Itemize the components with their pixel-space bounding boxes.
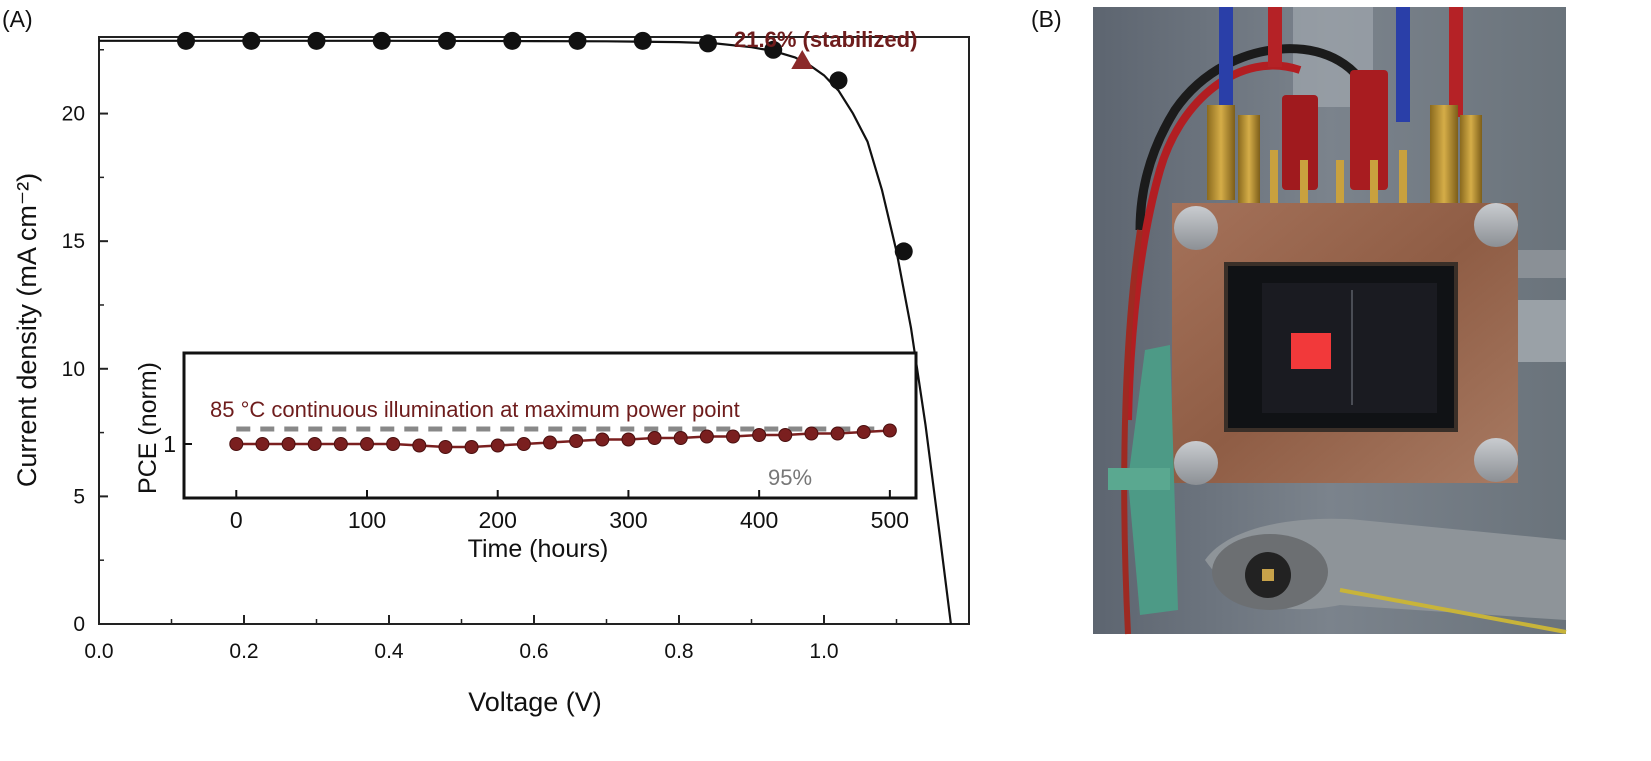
inset-x-tick-label: 100 bbox=[348, 507, 386, 533]
stabilized-annotation: 21.6% (stabilized) bbox=[734, 27, 917, 52]
inset-x-tick-label: 400 bbox=[740, 507, 778, 533]
inset-data-point bbox=[464, 440, 479, 454]
x-tick-label: 0.8 bbox=[664, 640, 693, 663]
jv-data-point bbox=[372, 31, 391, 50]
inset-data-point bbox=[281, 437, 296, 451]
brass-post-3 bbox=[1430, 105, 1458, 205]
inset-data-point bbox=[804, 426, 819, 441]
sensor-chip bbox=[1262, 569, 1274, 581]
pin-3 bbox=[1336, 160, 1344, 210]
reference-label: 95% bbox=[768, 465, 812, 490]
inset-y-tick-label: 1 bbox=[163, 431, 176, 457]
inset-data-point bbox=[699, 429, 714, 444]
inset-data-point bbox=[229, 437, 244, 451]
inset-frame bbox=[182, 351, 918, 500]
x-tick-label: 0.0 bbox=[84, 640, 113, 663]
jv-data-point bbox=[307, 31, 326, 50]
inset-data-point bbox=[595, 432, 610, 447]
jv-data-point bbox=[764, 40, 783, 59]
black-wire bbox=[1135, 44, 1375, 231]
panel-label-b: (B) bbox=[1031, 6, 1062, 32]
jv-data-point bbox=[829, 71, 848, 90]
illuminated-pixel bbox=[1291, 333, 1331, 369]
inset-data-point bbox=[778, 428, 793, 442]
connector-red-1 bbox=[1282, 95, 1318, 190]
inset-title: 85 °C continuous illumination at maximum… bbox=[210, 397, 740, 422]
inset-x-title: Time (hours) bbox=[468, 535, 609, 563]
inset-x-tick-label: 200 bbox=[479, 507, 517, 533]
inset-data-point bbox=[752, 428, 767, 442]
red-wire-long bbox=[1121, 229, 1143, 635]
stabilized-marker bbox=[791, 49, 814, 69]
panel-label-a: (A) bbox=[2, 6, 33, 32]
x-tick-label: 0.2 bbox=[229, 640, 258, 663]
y-axis-title: Current density (mA cm⁻²) bbox=[12, 173, 42, 487]
x-axis-title: Voltage (V) bbox=[468, 687, 602, 717]
jv-data-point bbox=[438, 31, 456, 50]
inset-chart: 85 °C continuous illumination at maximum… bbox=[134, 351, 918, 563]
pin-2 bbox=[1300, 160, 1308, 210]
device-glass bbox=[1262, 283, 1437, 413]
inset-data-point bbox=[516, 437, 531, 451]
inset-data-point bbox=[360, 437, 374, 451]
inset-data-point bbox=[882, 423, 897, 438]
inset-data-point bbox=[673, 431, 688, 445]
jv-data-point bbox=[177, 31, 195, 50]
inset-data-point bbox=[412, 438, 427, 453]
clamp-bottom-right bbox=[1474, 438, 1518, 482]
inset-x-tick-label: 0 bbox=[230, 507, 243, 533]
clamp-top-left bbox=[1174, 206, 1218, 250]
x-tick-label: 1.0 bbox=[809, 640, 838, 663]
green-clip-band bbox=[1108, 468, 1170, 490]
wire-left-red bbox=[1268, 7, 1282, 67]
inset-data-point bbox=[386, 437, 401, 451]
red-wire-loop bbox=[1124, 61, 1302, 421]
pin-4 bbox=[1370, 160, 1378, 210]
inset-data-point bbox=[438, 440, 453, 454]
inset-data-point bbox=[255, 437, 270, 451]
inset-data-point bbox=[621, 432, 636, 447]
inset-y-title: PCE (norm) bbox=[134, 362, 162, 494]
inset-data-point bbox=[543, 435, 557, 450]
device-photo bbox=[1093, 7, 1567, 635]
brass-post-1 bbox=[1207, 105, 1235, 200]
y-tick-label: 20 bbox=[62, 103, 85, 126]
inset-data-point bbox=[490, 438, 505, 453]
brass-post-2 bbox=[1238, 115, 1260, 205]
brass-post-4 bbox=[1460, 115, 1482, 205]
inset-x-tick-label: 300 bbox=[609, 507, 647, 533]
inset-data-point bbox=[856, 425, 871, 439]
wire-left-blue bbox=[1219, 7, 1233, 117]
clamp-top-right bbox=[1474, 203, 1518, 247]
y-tick-label: 10 bbox=[62, 358, 85, 381]
jv-data-point bbox=[568, 31, 587, 50]
jv-data-point bbox=[633, 31, 652, 50]
y-tick-label: 0 bbox=[73, 613, 85, 636]
y-tick-label: 15 bbox=[62, 230, 85, 253]
jv-data-point bbox=[503, 31, 522, 50]
inset-data-point bbox=[307, 437, 322, 451]
jv-data-point bbox=[242, 31, 261, 50]
connector-red-2 bbox=[1350, 70, 1388, 190]
inset-data-point bbox=[830, 426, 845, 441]
clamp-bottom-left bbox=[1174, 441, 1218, 485]
inset-data-point bbox=[647, 431, 662, 445]
jv-data-point bbox=[894, 242, 913, 261]
inset-x-tick-label: 500 bbox=[871, 507, 909, 533]
inset-data-point bbox=[569, 434, 584, 448]
pin-5 bbox=[1399, 150, 1407, 205]
wire-right-blue bbox=[1396, 7, 1410, 122]
wire-right-red bbox=[1449, 7, 1463, 117]
inset-data-point bbox=[333, 437, 348, 451]
x-tick-label: 0.6 bbox=[519, 640, 548, 663]
x-tick-label: 0.4 bbox=[374, 640, 404, 663]
y-tick-label: 5 bbox=[73, 485, 85, 508]
inset-data-point bbox=[726, 429, 740, 444]
jv-data-point bbox=[699, 34, 717, 53]
pin-1 bbox=[1270, 150, 1278, 205]
yellow-cable bbox=[1339, 588, 1567, 634]
